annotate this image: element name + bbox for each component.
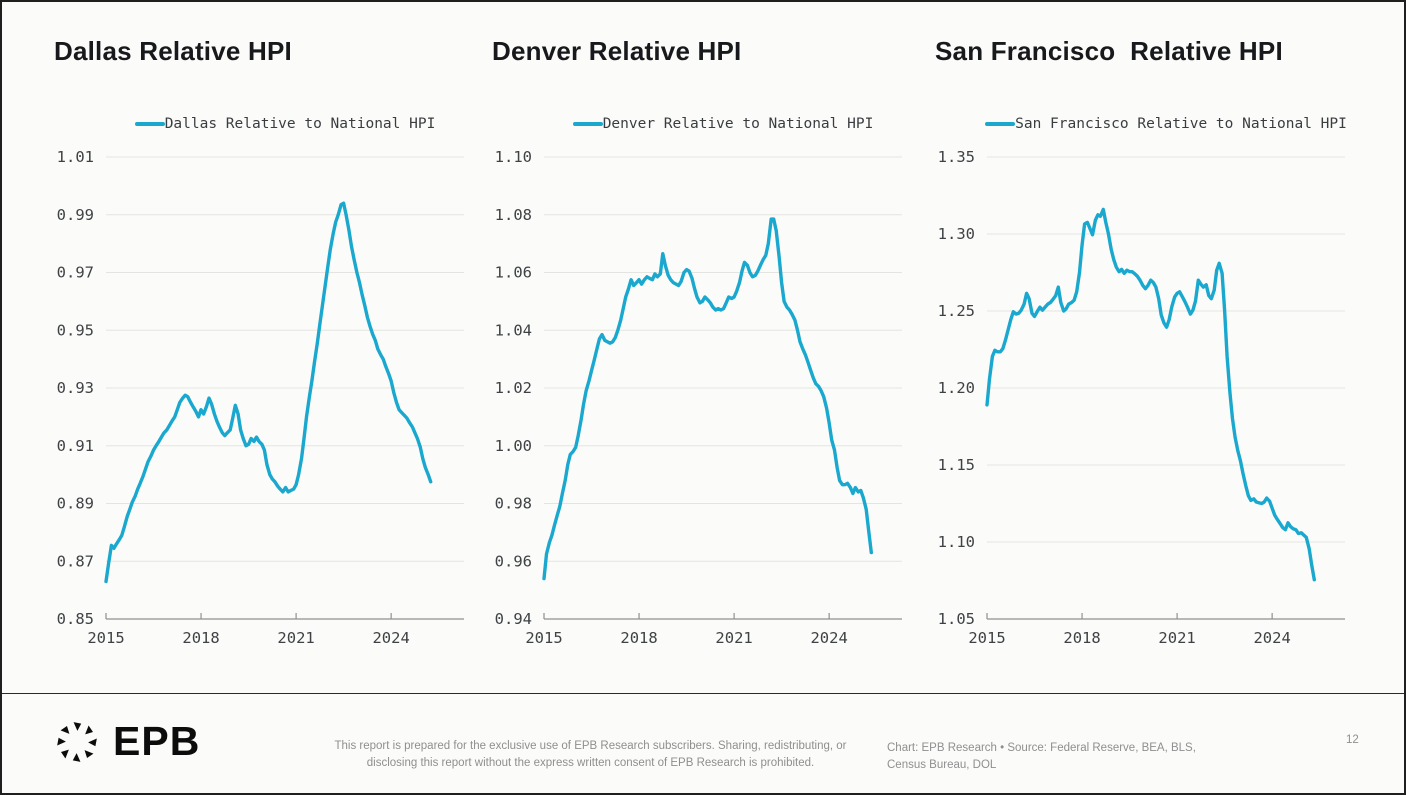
svg-text:1.15: 1.15 xyxy=(938,456,975,474)
page-number: 12 xyxy=(1346,734,1359,746)
svg-text:0.85: 0.85 xyxy=(57,610,94,628)
svg-text:2024: 2024 xyxy=(1253,629,1290,647)
line-chart-denver: 0.94 0.96 0.98 1.00 1.02 1.04 1.06 1.08 1.10 2015… xyxy=(490,142,910,662)
svg-text:2015: 2015 xyxy=(968,629,1005,647)
chart-panel-dallas: Dallas Relative HPI Dallas Relative to N… xyxy=(52,2,482,682)
svg-text:0.91: 0.91 xyxy=(57,437,94,455)
svg-text:0.95: 0.95 xyxy=(57,321,94,339)
epb-shutter-icon xyxy=(57,721,97,762)
chart-panel-denver: Denver Relative HPI Denver Relative to N… xyxy=(490,2,920,682)
svg-text:2015: 2015 xyxy=(525,629,562,647)
svg-text:1.08: 1.08 xyxy=(495,206,532,224)
svg-text:1.06: 1.06 xyxy=(495,264,532,282)
svg-text:1.00: 1.00 xyxy=(495,437,532,455)
legend-san-francisco: San Francisco Relative to National HPI xyxy=(985,116,1347,132)
chart-title-san-francisco: San Francisco Relative HPI xyxy=(935,36,1283,66)
legend-label: Dallas Relative to National HPI xyxy=(164,116,436,132)
svg-text:1.20: 1.20 xyxy=(938,379,975,397)
svg-text:0.96: 0.96 xyxy=(495,552,532,570)
legend-denver: Denver Relative to National HPI xyxy=(544,116,902,132)
svg-text:0.93: 0.93 xyxy=(57,379,94,397)
svg-text:1.25: 1.25 xyxy=(938,302,975,320)
svg-text:1.10: 1.10 xyxy=(938,533,975,551)
legend-line-swatch xyxy=(134,122,165,126)
line-chart-san-francisco: 1.05 1.10 1.15 1.20 1.25 1.30 1.35 2015 2018 2021… xyxy=(933,142,1353,662)
svg-text:2024: 2024 xyxy=(810,629,847,647)
epb-logo: EPB xyxy=(54,718,200,765)
svg-text:1.30: 1.30 xyxy=(938,225,975,243)
svg-text:1.01: 1.01 xyxy=(57,148,94,166)
svg-text:2021: 2021 xyxy=(277,629,314,647)
chart-title-denver: Denver Relative HPI xyxy=(492,36,742,66)
legend-line-swatch xyxy=(572,122,603,126)
svg-text:1.35: 1.35 xyxy=(938,148,975,166)
svg-text:0.94: 0.94 xyxy=(495,610,532,628)
epb-logo-text: EPB xyxy=(113,718,201,764)
footer-disclaimer: This report is prepared for the exclusiv… xyxy=(334,739,847,769)
svg-text:0.97: 0.97 xyxy=(57,264,94,282)
svg-text:2018: 2018 xyxy=(1063,629,1100,647)
legend-dallas: Dallas Relative to National HPI xyxy=(106,116,464,132)
svg-text:1.02: 1.02 xyxy=(495,379,532,397)
legend-line-swatch xyxy=(985,122,1016,126)
svg-text:2015: 2015 xyxy=(87,629,124,647)
legend-label: San Francisco Relative to National HPI xyxy=(1015,116,1347,132)
svg-text:2018: 2018 xyxy=(182,629,219,647)
footer-divider xyxy=(2,693,1404,694)
legend-label: Denver Relative to National HPI xyxy=(602,116,874,132)
line-chart-dallas: 0.85 0.87 0.89 0.91 0.93 0.95 0.97 0.99 1.01 2015… xyxy=(52,142,472,662)
svg-text:2024: 2024 xyxy=(372,629,409,647)
svg-text:0.99: 0.99 xyxy=(57,206,94,224)
svg-text:0.87: 0.87 xyxy=(57,552,94,570)
svg-text:2018: 2018 xyxy=(620,629,657,647)
footer-attribution: Chart: EPB Research • Source: Federal Re… xyxy=(887,741,1196,771)
svg-text:2021: 2021 xyxy=(715,629,752,647)
svg-text:1.05: 1.05 xyxy=(938,610,975,628)
chart-title-dallas: Dallas Relative HPI xyxy=(54,36,292,66)
svg-text:1.10: 1.10 xyxy=(495,148,532,166)
svg-text:0.89: 0.89 xyxy=(57,495,94,513)
svg-text:0.98: 0.98 xyxy=(495,495,532,513)
svg-text:1.04: 1.04 xyxy=(495,321,532,339)
chart-panel-san-francisco: San Francisco Relative HPI San Francisco… xyxy=(933,2,1363,682)
svg-text:2021: 2021 xyxy=(1158,629,1195,647)
